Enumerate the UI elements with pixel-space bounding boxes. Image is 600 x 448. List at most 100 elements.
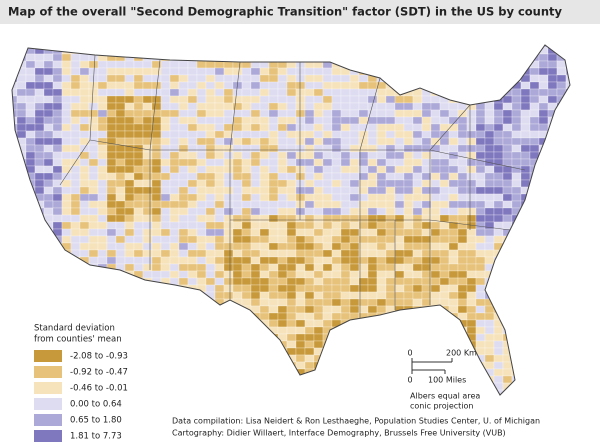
county <box>178 144 189 153</box>
county <box>34 137 45 146</box>
county <box>241 151 252 160</box>
county <box>502 172 513 181</box>
county <box>430 291 441 300</box>
county <box>160 137 171 146</box>
county <box>421 214 432 223</box>
county <box>232 221 243 230</box>
county <box>304 382 315 391</box>
county <box>520 151 531 160</box>
county <box>187 277 198 286</box>
county <box>502 53 513 62</box>
county <box>133 193 144 202</box>
county <box>403 263 414 272</box>
county <box>160 256 171 265</box>
county <box>151 109 162 118</box>
county <box>412 109 423 118</box>
county <box>547 298 558 307</box>
county <box>538 263 549 272</box>
county <box>322 270 333 279</box>
county <box>547 95 558 104</box>
county <box>565 389 570 395</box>
county <box>259 88 270 97</box>
county <box>394 298 405 307</box>
county <box>511 361 522 370</box>
county <box>232 74 243 83</box>
county <box>367 256 378 265</box>
county <box>196 242 207 251</box>
county <box>16 242 27 251</box>
county <box>430 200 441 209</box>
county <box>394 193 405 202</box>
county <box>61 74 72 83</box>
county <box>322 46 333 55</box>
county <box>43 200 54 209</box>
county <box>529 45 540 48</box>
county <box>430 354 441 363</box>
county <box>169 200 180 209</box>
county <box>322 172 333 181</box>
county <box>178 312 189 321</box>
county <box>538 116 549 125</box>
county <box>395 397 404 404</box>
county <box>196 109 207 118</box>
county <box>97 221 108 230</box>
county <box>160 109 171 118</box>
county <box>133 375 144 384</box>
county <box>268 116 279 125</box>
county <box>124 256 135 265</box>
county <box>286 102 297 111</box>
county <box>394 74 405 83</box>
county <box>250 326 261 335</box>
county <box>367 151 378 160</box>
county <box>12 291 18 300</box>
county <box>547 333 558 342</box>
county <box>313 389 324 395</box>
county <box>520 109 531 118</box>
county <box>160 207 171 216</box>
county <box>169 249 180 258</box>
county <box>178 235 189 244</box>
county <box>394 130 405 139</box>
county <box>313 242 324 251</box>
county <box>520 277 531 286</box>
county <box>358 291 369 300</box>
county <box>475 130 486 139</box>
county <box>295 200 306 209</box>
legend-swatch <box>34 350 62 362</box>
county <box>367 291 378 300</box>
county <box>16 389 27 395</box>
county <box>403 249 414 258</box>
county <box>88 277 99 286</box>
county <box>16 116 27 125</box>
county <box>196 60 207 69</box>
county <box>367 305 378 314</box>
county <box>133 158 144 167</box>
county <box>412 235 423 244</box>
county <box>547 389 558 395</box>
county <box>115 53 126 62</box>
county <box>12 221 18 230</box>
county <box>358 263 369 272</box>
county <box>142 368 153 377</box>
county <box>547 151 558 160</box>
county <box>268 95 279 104</box>
county <box>331 151 342 160</box>
county <box>340 165 351 174</box>
county <box>538 277 549 286</box>
county <box>340 88 351 97</box>
county <box>250 172 261 181</box>
county <box>466 137 477 146</box>
county <box>16 46 27 55</box>
county <box>484 81 495 90</box>
county <box>457 158 468 167</box>
county <box>295 354 306 363</box>
county <box>538 382 549 391</box>
county <box>178 242 189 251</box>
county <box>115 172 126 181</box>
county <box>142 361 153 370</box>
county <box>169 389 180 395</box>
county <box>430 361 441 370</box>
county <box>466 249 477 258</box>
county <box>169 298 180 307</box>
county <box>25 102 36 111</box>
